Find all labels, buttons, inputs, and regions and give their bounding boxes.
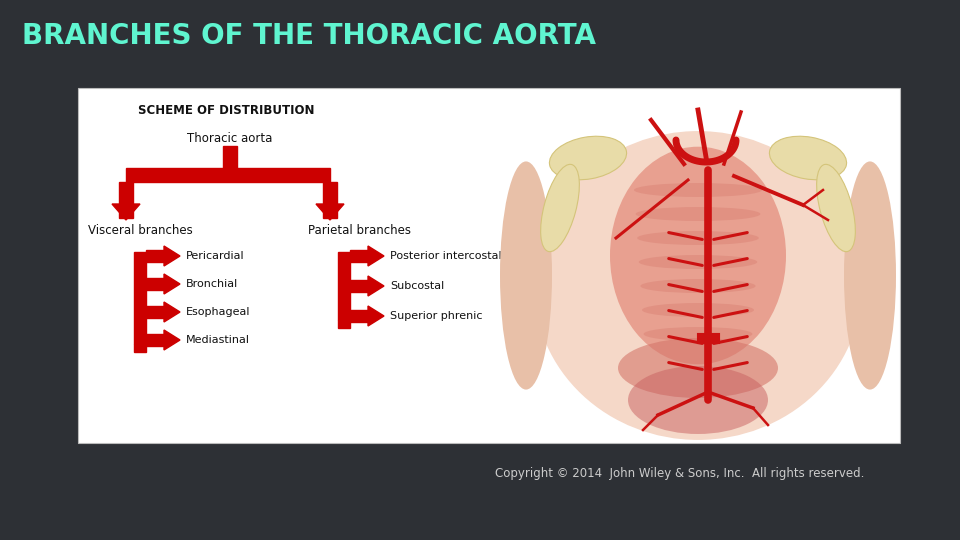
Bar	[223, 146, 237, 168]
Polygon shape	[164, 330, 180, 350]
Text: Subcostal: Subcostal	[390, 281, 444, 291]
Bar	[146, 334, 164, 346]
Polygon shape	[316, 204, 344, 220]
Bar	[350, 310, 368, 322]
Ellipse shape	[534, 131, 862, 440]
Ellipse shape	[642, 303, 754, 317]
Ellipse shape	[638, 255, 757, 269]
Text: Superior phrenic: Superior phrenic	[390, 311, 483, 321]
Text: Pericardial: Pericardial	[186, 251, 245, 261]
Bar	[146, 278, 164, 290]
Ellipse shape	[844, 161, 896, 389]
Bar	[146, 306, 164, 318]
Ellipse shape	[817, 164, 855, 252]
Ellipse shape	[769, 136, 847, 180]
Ellipse shape	[636, 207, 760, 221]
Ellipse shape	[540, 164, 579, 252]
Bar	[134, 252, 146, 344]
Text: Posterior intercostal: Posterior intercostal	[390, 251, 502, 261]
Ellipse shape	[634, 183, 762, 197]
Bar	[338, 320, 350, 328]
Ellipse shape	[637, 231, 758, 245]
Polygon shape	[164, 302, 180, 322]
Text: Visceral branches: Visceral branches	[88, 224, 193, 237]
Polygon shape	[164, 246, 180, 266]
Bar	[119, 182, 133, 218]
Bar	[146, 250, 164, 262]
Text: Mediastinal: Mediastinal	[186, 335, 250, 345]
Ellipse shape	[643, 327, 753, 341]
Bar	[350, 280, 368, 292]
Polygon shape	[368, 306, 384, 326]
Text: Thoracic aorta: Thoracic aorta	[187, 132, 273, 145]
Bar	[323, 182, 337, 218]
Bar	[498, 90, 898, 441]
Polygon shape	[368, 276, 384, 296]
Text: Esophageal: Esophageal	[186, 307, 251, 317]
Polygon shape	[164, 274, 180, 294]
Text: SCHEME OF DISTRIBUTION: SCHEME OF DISTRIBUTION	[138, 104, 315, 117]
Ellipse shape	[628, 366, 768, 434]
Bar	[134, 344, 146, 352]
Ellipse shape	[640, 279, 756, 293]
Ellipse shape	[610, 147, 786, 364]
Bar	[126, 168, 330, 182]
Polygon shape	[112, 204, 140, 220]
Ellipse shape	[500, 161, 552, 389]
Ellipse shape	[549, 136, 627, 180]
Text: Copyright © 2014  John Wiley & Sons, Inc.  All rights reserved.: Copyright © 2014 John Wiley & Sons, Inc.…	[495, 467, 865, 480]
Text: Parietal branches: Parietal branches	[308, 224, 411, 237]
Ellipse shape	[618, 338, 778, 398]
Text: BRANCHES OF THE THORACIC AORTA: BRANCHES OF THE THORACIC AORTA	[22, 22, 596, 50]
Bar	[350, 250, 368, 262]
Bar	[338, 252, 350, 320]
Bar	[78, 88, 900, 443]
Polygon shape	[368, 246, 384, 266]
Text: Bronchial: Bronchial	[186, 279, 238, 289]
